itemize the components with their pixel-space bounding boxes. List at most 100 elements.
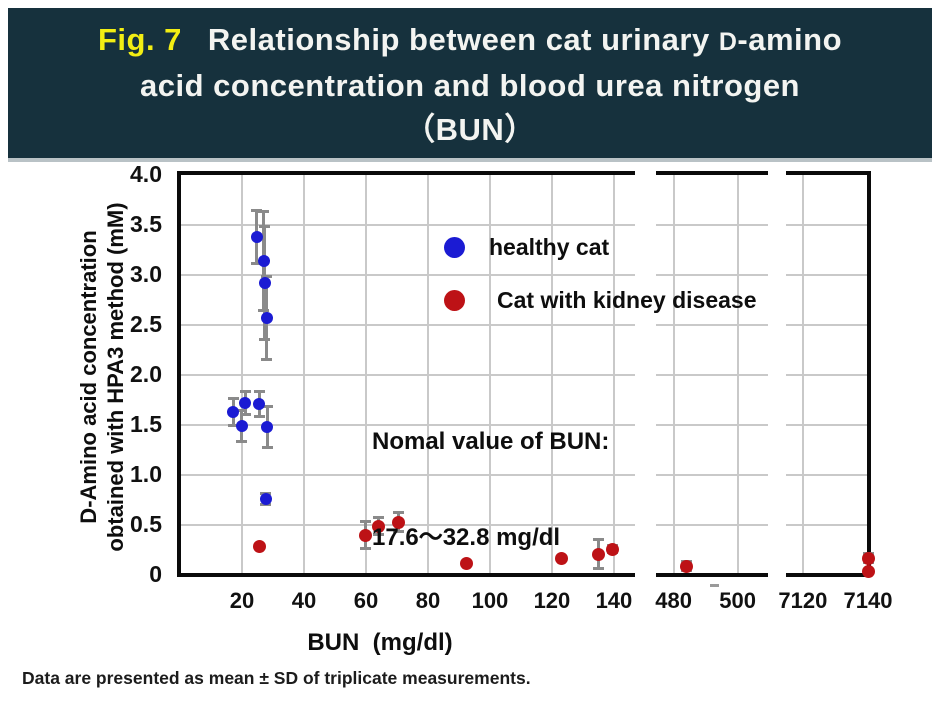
x-tick-label: 500 <box>719 588 756 613</box>
data-point-cat-with-kidney-disease <box>358 528 372 542</box>
data-point-cat-with-kidney-disease <box>861 551 875 565</box>
h-gridline <box>656 224 768 226</box>
title-banner: Fig. 7 Relationship between cat urinary D… <box>8 8 932 162</box>
y-tick-label: 4.0 <box>130 161 162 187</box>
h-gridline <box>656 274 768 276</box>
data-point-cat-with-kidney-disease <box>861 564 875 578</box>
data-point-healthy-cat <box>253 398 266 410</box>
v-gridline <box>488 175 491 575</box>
y-tick-label: 1.5 <box>130 411 162 437</box>
error-bar-cap <box>359 520 371 523</box>
error-bar-cap <box>372 533 384 536</box>
error-bar-cap <box>259 225 271 228</box>
data-point-cat-with-kidney-disease <box>252 539 266 553</box>
h-gridline <box>786 474 868 476</box>
legend-label-healthy-cat: healthy cat <box>489 234 610 260</box>
footer-note: Data are presented as mean ± SD of tripl… <box>22 668 531 688</box>
legend-marker-healthy-cat <box>444 237 465 258</box>
data-point-healthy-cat <box>258 277 271 289</box>
bun-normal-range-note: Nomal value of BUN: 17.6〜32.8 mg/dl <box>372 362 609 586</box>
v-gridline <box>801 175 804 575</box>
x-tick-label: 7120 <box>778 588 828 613</box>
h-gridline <box>180 524 635 526</box>
h-gridline <box>656 424 768 426</box>
data-point-healthy-cat <box>260 312 273 324</box>
title-text-part1: Relationship between cat urinary <box>207 22 719 57</box>
error-bar-cap <box>592 567 604 570</box>
y-tick-label: 2.0 <box>130 361 162 387</box>
x-tick-label: 140 <box>595 588 633 613</box>
v-gridline <box>612 175 615 575</box>
error-bar-cap <box>227 397 239 400</box>
title-smallcap-d: D <box>718 28 738 56</box>
title-line-3: （BUN） <box>404 112 536 147</box>
x-axis-title: BUN (mg/dl) <box>307 629 453 656</box>
data-point-cat-with-kidney-disease <box>392 515 406 529</box>
v-gridline <box>302 175 305 575</box>
y-tick-label: 2.5 <box>130 311 162 337</box>
axis-bottom-border <box>656 573 768 577</box>
x-tick-label: 80 <box>415 588 441 613</box>
h-gridline <box>656 524 768 526</box>
y-tick-label: 3.5 <box>130 211 162 237</box>
x-tick-label: 480 <box>655 588 692 613</box>
data-point-cat-with-kidney-disease <box>554 551 568 565</box>
v-gridline <box>364 175 367 575</box>
axis-top-border <box>786 171 868 175</box>
legend-label-kidney-disease: Cat with kidney disease <box>497 287 757 313</box>
v-gridline <box>550 175 553 575</box>
error-bar-cap <box>372 516 384 519</box>
data-point-cat-with-kidney-disease <box>371 519 385 533</box>
x-tick-label: 7140 <box>843 588 893 613</box>
figure-number: Fig. 7 <box>97 22 182 57</box>
error-bar-cap <box>261 405 273 408</box>
h-gridline <box>786 374 868 376</box>
title-line-2: acid concentration and blood urea nitrog… <box>140 68 800 103</box>
h-gridline <box>786 424 868 426</box>
data-point-healthy-cat <box>239 397 252 409</box>
axis-left-border <box>177 171 181 577</box>
error-bar-cap <box>592 538 604 541</box>
error-bar-cap <box>393 530 405 533</box>
h-gridline <box>180 424 635 426</box>
h-gridline <box>180 474 635 476</box>
h-gridline <box>786 324 868 326</box>
h-gridline <box>180 274 635 276</box>
axis-top-border <box>656 171 768 175</box>
data-point-healthy-cat <box>227 406 239 418</box>
data-point-healthy-cat <box>257 255 270 267</box>
h-gridline <box>180 374 635 376</box>
error-bar-cap <box>261 446 273 449</box>
error-bar-cap <box>253 415 265 418</box>
x-tick-label: 40 <box>291 588 317 613</box>
y-tick-label: 0 <box>149 561 162 587</box>
error-bar-cap <box>239 390 251 393</box>
error-bar-cap <box>261 275 273 278</box>
error-bar-cap <box>258 210 270 213</box>
h-gridline <box>656 324 768 326</box>
data-point-cat-with-kidney-disease <box>679 559 693 573</box>
data-point-cat-with-kidney-disease <box>459 556 473 570</box>
legend-marker-kidney-disease <box>444 290 465 311</box>
error-bar-cap <box>359 547 371 550</box>
axis-bottom-border <box>786 573 868 577</box>
error-bar-cap <box>393 511 405 514</box>
v-gridline <box>240 175 243 575</box>
h-gridline <box>786 224 868 226</box>
data-point-cat-with-kidney-disease <box>605 542 619 556</box>
data-point-cat-with-kidney-disease <box>591 547 605 561</box>
y-axis-title-line1: D-Amino acid concentration <box>76 230 101 524</box>
bun-note-line2: 17.6〜32.8 mg/dl <box>372 524 561 551</box>
v-gridline <box>736 175 739 575</box>
y-tick-label: 1.0 <box>130 461 162 487</box>
error-bar-cap <box>251 209 263 212</box>
error-bar-cap <box>251 262 263 265</box>
axis-top-border <box>180 171 635 175</box>
y-axis-title-line2: obtained with HPA3 method (mM) <box>103 202 128 552</box>
error-bar-cap <box>259 338 271 341</box>
v-gridline <box>672 175 675 575</box>
h-gridline <box>656 474 768 476</box>
error-bar-cap <box>261 358 273 361</box>
axis-right-border <box>867 171 871 577</box>
